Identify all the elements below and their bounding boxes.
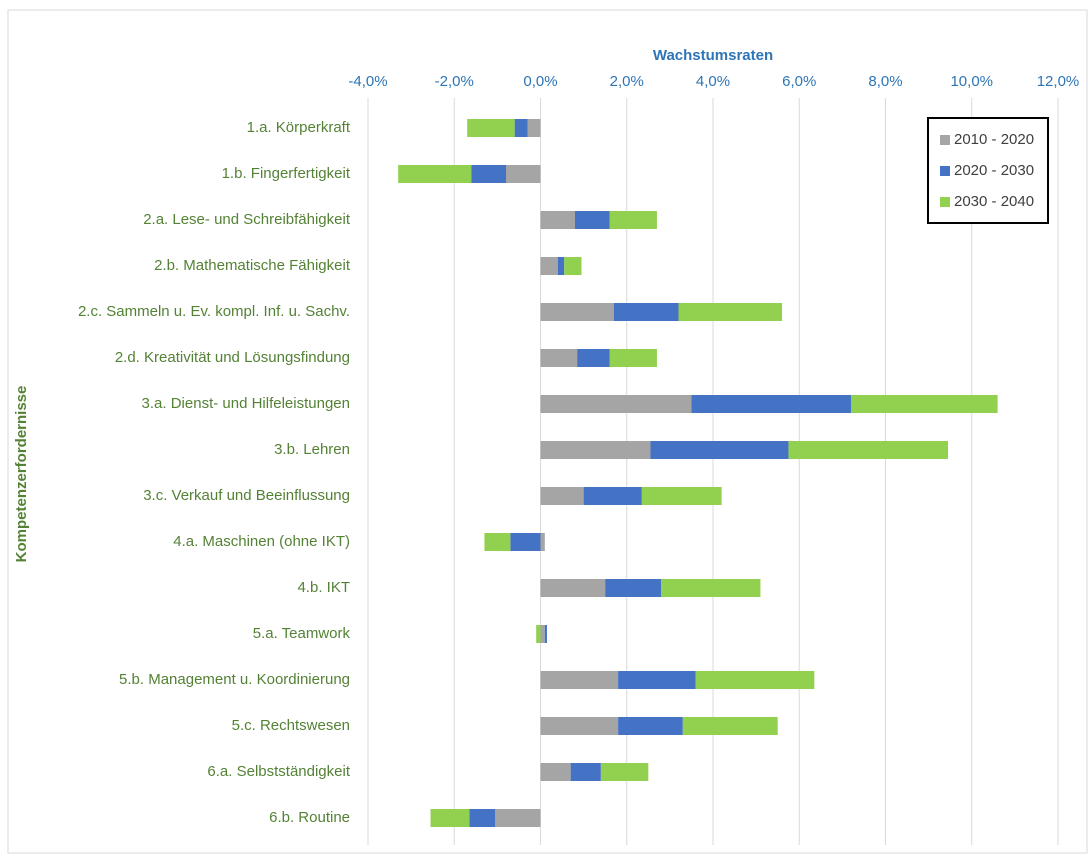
x-tick-label: 0,0% [523,73,557,90]
y-tick-label: 5.c. Rechtswesen [232,717,350,734]
y-tick-label: 2.c. Sammeln u. Ev. kompl. Inf. u. Sachv… [78,303,350,320]
bar [661,579,761,597]
bar [484,533,511,551]
bar [851,395,998,413]
bar [618,671,696,689]
y-tick-label: 3.c. Verkauf und Beeinflussung [143,487,350,504]
bar [495,809,541,827]
bar [514,119,528,137]
legend-label: 2010 - 2020 [954,131,1034,148]
bar [544,625,547,643]
bar [540,533,545,551]
x-tick-label: -2,0% [435,73,474,90]
y-tick-label: 6.a. Selbstständigkeit [207,763,350,780]
chart-border [7,9,1088,854]
bar [510,533,541,551]
x-tick-label: 4,0% [696,73,730,90]
bar [540,303,614,321]
bar [695,671,815,689]
x-tick-label: 8,0% [868,73,902,90]
x-axis-title: Wachstumsraten [653,47,773,64]
bar [540,763,571,781]
bar [527,119,541,137]
bar [678,303,782,321]
y-tick-label: 5.a. Teamwork [253,625,351,642]
bar [564,257,582,275]
bar [618,717,683,735]
y-tick-label: 2.d. Kreativität und Lösungsfindung [115,349,350,366]
y-tick-label: 4.a. Maschinen (ohne IKT) [173,533,350,550]
legend-label: 2030 - 2040 [954,193,1034,210]
legend-swatch [940,135,950,145]
y-tick-label: 6.b. Routine [269,809,350,826]
x-tick-label: 2,0% [610,73,644,90]
bar [609,211,657,229]
bar [613,303,679,321]
y-tick-label: 1.b. Fingerfertigkeit [222,165,351,182]
bar [605,579,662,597]
x-tick-label: -4,0% [348,73,387,90]
y-tick-label: 4.b. IKT [297,579,350,596]
y-axis-title: Kompetenzerfordernisse [13,386,30,563]
y-tick-label: 3.b. Lehren [274,441,350,458]
x-tick-label: 10,0% [950,73,993,90]
y-tick-label: 2.b. Mathematische Fähigkeit [154,257,351,274]
bar [471,165,506,183]
bar [691,395,851,413]
x-tick-label: 12,0% [1037,73,1080,90]
bar [557,257,565,275]
bar [540,211,575,229]
bar [540,717,619,735]
legend-swatch [940,197,950,207]
bar [583,487,642,505]
bar [540,487,584,505]
y-tick-label: 3.a. Dienst- und Hilfeleistungen [142,395,350,412]
bar [536,625,541,643]
y-tick-label: 1.a. Körperkraft [247,119,351,136]
bar [540,671,619,689]
bar [577,349,610,367]
bar [469,809,496,827]
bar [467,119,515,137]
bar [575,211,610,229]
bar [506,165,541,183]
bar [650,441,789,459]
bar [788,441,949,459]
bar [540,395,692,413]
bar [570,763,601,781]
y-tick-label: 5.b. Management u. Koordinierung [119,671,350,688]
bar [540,579,606,597]
bar [600,763,649,781]
bar [540,349,578,367]
bar [398,165,472,183]
bar [682,717,778,735]
y-tick-label: 2.a. Lese- und Schreibfähigkeit [143,211,351,228]
legend-label: 2020 - 2030 [954,162,1034,179]
x-tick-label: 6,0% [782,73,816,90]
bar [641,487,722,505]
bar [540,625,545,643]
bar [609,349,657,367]
bar [430,809,470,827]
bar [540,257,558,275]
bar [540,441,651,459]
legend-swatch [940,166,950,176]
